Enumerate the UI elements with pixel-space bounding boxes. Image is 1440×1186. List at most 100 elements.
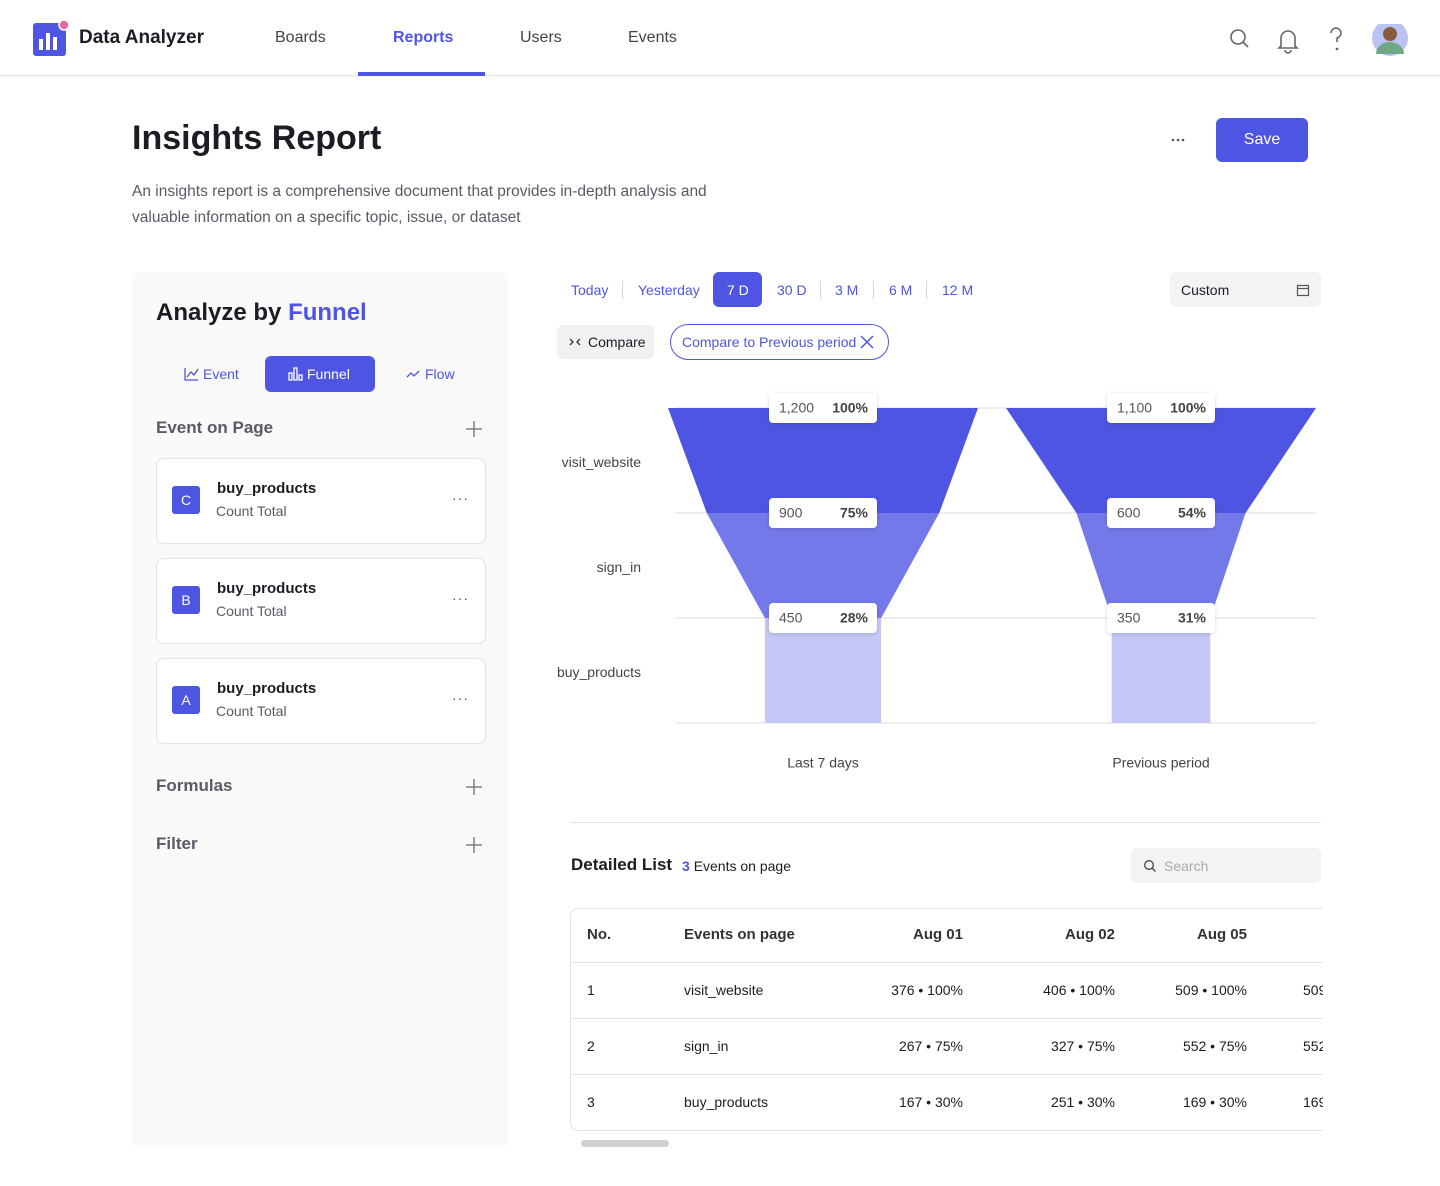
count-label: Events on page bbox=[693, 858, 791, 874]
range-option[interactable]: 6 M bbox=[889, 282, 913, 298]
funnel-chart: visit_website sign_in buy_products 1,200 100… bbox=[557, 393, 1316, 771]
table-cell: 169 • 30% bbox=[1182, 1094, 1247, 1110]
add-icons bbox=[466, 421, 482, 853]
table-cell: visit_website bbox=[684, 982, 764, 998]
table-cell: 406 • 100% bbox=[1043, 982, 1115, 998]
funnel-stage bbox=[1076, 513, 1246, 618]
compare-chip-label: Compare to Previous period bbox=[682, 334, 857, 350]
nav-icons bbox=[1230, 24, 1408, 56]
card-metric: Count Total bbox=[216, 503, 287, 519]
panel-title: Analyze by Funnel bbox=[156, 298, 367, 328]
value-label-box bbox=[769, 393, 877, 423]
event-tab[interactable]: Event bbox=[203, 366, 239, 382]
event-card[interactable] bbox=[156, 558, 486, 644]
table-cell: 376 • 100% bbox=[891, 982, 963, 998]
card-name: buy_products bbox=[217, 480, 317, 497]
table-cell: 552 • 75% bbox=[1303, 1038, 1323, 1054]
chip-close-icon[interactable] bbox=[860, 335, 874, 349]
nav-item[interactable]: Boards bbox=[275, 29, 326, 46]
table-cell: 552 • 75% bbox=[1182, 1038, 1247, 1054]
card-name: buy_products bbox=[217, 680, 317, 697]
panel-title-highlight: Funnel bbox=[288, 299, 367, 326]
more-menu[interactable] bbox=[1168, 134, 1188, 146]
range-separator bbox=[873, 281, 874, 299]
search-box-icon bbox=[1144, 860, 1156, 872]
search-box[interactable] bbox=[1131, 848, 1321, 883]
nav-item[interactable]: Users bbox=[520, 29, 562, 46]
column-header: Aug 01 bbox=[912, 926, 963, 943]
card-badge: C bbox=[172, 486, 200, 514]
search-placeholder: Search bbox=[1164, 858, 1209, 874]
logo bbox=[33, 19, 70, 56]
section-heading: Formulas bbox=[156, 776, 233, 795]
tab-icons bbox=[184, 367, 420, 381]
list-title: Detailed List bbox=[571, 855, 673, 874]
card-menu[interactable]: ··· bbox=[452, 590, 469, 606]
avatar[interactable] bbox=[1372, 20, 1408, 56]
brand: Data Analyzer bbox=[79, 27, 204, 48]
range-option[interactable]: 30 D bbox=[777, 282, 807, 298]
range-option[interactable]: Yesterday bbox=[638, 282, 700, 298]
value-label: 900 bbox=[779, 505, 803, 521]
range-option[interactable]: 7 D bbox=[727, 282, 749, 298]
funnel-tab-bg bbox=[265, 356, 375, 392]
percent-label: 100% bbox=[832, 400, 868, 416]
compare-icon bbox=[569, 338, 581, 346]
percent-label: 54% bbox=[1178, 505, 1207, 521]
description-line: An insights report is a comprehensive do… bbox=[132, 183, 707, 200]
value-label-box bbox=[1107, 603, 1215, 633]
event-card[interactable] bbox=[156, 658, 486, 744]
top-nav bbox=[0, 0, 1440, 76]
range-option[interactable]: Today bbox=[571, 282, 609, 298]
value-label: 450 bbox=[779, 610, 803, 626]
value-label-box bbox=[1107, 393, 1215, 423]
save-button[interactable]: Save bbox=[1216, 118, 1308, 162]
range-separator bbox=[820, 281, 821, 299]
card-badge: A bbox=[172, 686, 200, 714]
range-option[interactable]: 3 M bbox=[835, 282, 859, 298]
column-header: Events on page bbox=[684, 926, 795, 943]
series-label: Last 7 days bbox=[787, 755, 859, 771]
stage-label: buy_products bbox=[557, 664, 641, 680]
scrollbar-thumb[interactable] bbox=[581, 1140, 669, 1147]
percent-label: 31% bbox=[1178, 610, 1207, 626]
table-cell: 267 • 75% bbox=[898, 1038, 963, 1054]
funnel-stage bbox=[706, 513, 940, 618]
percent-label: 100% bbox=[1170, 400, 1206, 416]
divider bbox=[570, 822, 1321, 823]
header-border bbox=[571, 962, 1323, 963]
help-icon[interactable] bbox=[1322, 24, 1350, 52]
series-label: Previous period bbox=[1112, 755, 1209, 771]
value-label-box bbox=[769, 603, 877, 633]
nav-item[interactable]: Reports bbox=[393, 29, 454, 46]
flow-tab[interactable]: Flow bbox=[425, 366, 455, 382]
value-label-box bbox=[769, 498, 877, 528]
table-cell: 2 bbox=[587, 1038, 595, 1054]
card-menu[interactable]: ··· bbox=[452, 490, 469, 506]
range-separator bbox=[926, 281, 927, 299]
search-icon[interactable] bbox=[1226, 24, 1254, 52]
table-cell: 167 • 30% bbox=[898, 1094, 963, 1110]
percent-label: 75% bbox=[840, 505, 869, 521]
row-border bbox=[571, 1018, 1323, 1019]
stage-label: visit_website bbox=[562, 454, 642, 470]
event-card[interactable] bbox=[156, 458, 486, 544]
funnel-stage bbox=[1006, 408, 1316, 513]
compare-chip[interactable] bbox=[670, 324, 889, 360]
custom-select[interactable] bbox=[1170, 272, 1321, 307]
range-separator bbox=[622, 281, 623, 299]
stage-label: sign_in bbox=[597, 559, 641, 575]
notification-icon[interactable] bbox=[1274, 24, 1302, 52]
events-table: No. Events on page Aug 01 Aug 02 Aug 05 1 visi… bbox=[570, 908, 1323, 1131]
nav-item[interactable]: Events bbox=[628, 29, 677, 46]
table-cell: 1 bbox=[587, 982, 595, 998]
card-menu[interactable]: ··· bbox=[452, 690, 469, 706]
funnel-tab[interactable]: Funnel bbox=[307, 366, 350, 382]
calendar-icon bbox=[1296, 284, 1310, 297]
table-cell: 509 • 100% bbox=[1303, 982, 1323, 998]
card-badge: B bbox=[172, 586, 200, 614]
panel-title-text: Analyze by bbox=[156, 299, 282, 326]
range-option[interactable]: 12 M bbox=[942, 282, 974, 298]
count-number: 3 bbox=[682, 858, 690, 874]
table-cell: 3 bbox=[587, 1094, 595, 1110]
